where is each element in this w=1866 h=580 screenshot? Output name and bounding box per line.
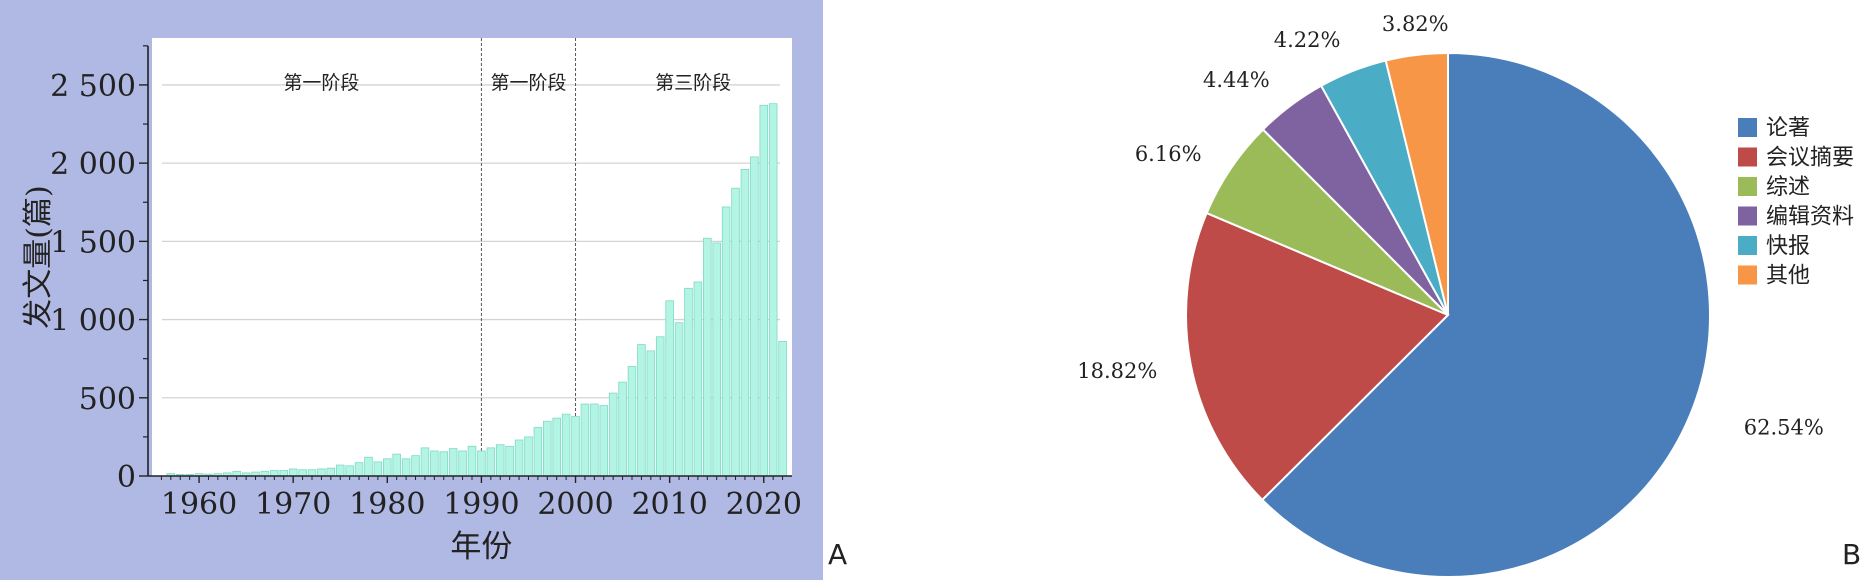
bar bbox=[721, 206, 731, 477]
bar bbox=[458, 450, 467, 477]
bar bbox=[655, 336, 665, 477]
bar bbox=[599, 405, 609, 477]
y-tick-label: 500 bbox=[79, 382, 136, 417]
pie-chart: 62.54% 18.82% 6.16% 4.44%4.22% 3.82% 论著会议摘要综述… bbox=[1077, 12, 1854, 578]
bar bbox=[401, 458, 411, 477]
legend-label: 其他 bbox=[1766, 264, 1810, 289]
pie-slice bbox=[1384, 51, 1449, 316]
bar bbox=[392, 453, 401, 477]
legend-label: 论著 bbox=[1766, 116, 1810, 141]
legend-label: 编辑资料 bbox=[1766, 205, 1854, 230]
bar bbox=[364, 456, 373, 477]
legend-label: 综述 bbox=[1766, 175, 1810, 200]
bar bbox=[317, 468, 326, 477]
bar bbox=[590, 403, 599, 477]
legend-swatch bbox=[1738, 206, 1757, 226]
bar bbox=[495, 444, 505, 477]
legend-label: 快报 bbox=[1766, 234, 1810, 259]
bar bbox=[768, 103, 778, 477]
bar bbox=[712, 242, 721, 477]
y-tick-label: 0 bbox=[117, 460, 136, 495]
x-tick-label: 1980 bbox=[349, 487, 425, 522]
bar bbox=[335, 464, 345, 477]
bar bbox=[618, 381, 627, 477]
legend-swatch bbox=[1738, 236, 1757, 255]
y-tick-label: 1 500 bbox=[50, 225, 136, 260]
stage-label: 第一阶段 bbox=[490, 72, 566, 94]
bar bbox=[674, 322, 684, 477]
legend-swatch bbox=[1738, 265, 1757, 285]
bar bbox=[627, 366, 637, 477]
legend-label: 会议摘要 bbox=[1766, 146, 1854, 171]
bar bbox=[571, 416, 580, 477]
x-tick-label: 1970 bbox=[255, 487, 331, 522]
bar bbox=[646, 350, 656, 477]
bar bbox=[693, 281, 703, 477]
bar bbox=[345, 465, 354, 477]
pie-slice bbox=[1260, 51, 1711, 578]
bar bbox=[778, 341, 787, 477]
stage-label: 第三阶段 bbox=[655, 72, 731, 94]
bar bbox=[373, 461, 383, 477]
bar bbox=[270, 470, 279, 477]
x-tick-label: 1990 bbox=[443, 487, 519, 522]
bar bbox=[430, 450, 439, 477]
stage-label: 第一阶段 bbox=[283, 72, 359, 94]
bar bbox=[524, 436, 533, 477]
bar bbox=[740, 168, 750, 477]
bar bbox=[354, 462, 364, 477]
panel-label-a: A bbox=[828, 538, 848, 571]
legend-swatch bbox=[1738, 118, 1757, 137]
y-axis-title: 发文量(篇) bbox=[21, 185, 56, 328]
bar bbox=[580, 403, 590, 477]
x-tick-label: 2010 bbox=[631, 487, 707, 522]
x-tick-label: 1960 bbox=[161, 487, 237, 522]
bar bbox=[750, 156, 759, 477]
bar bbox=[486, 447, 496, 477]
pie-data-label: 62.54% bbox=[1744, 415, 1824, 439]
pie-data-label: 4.22% bbox=[1274, 28, 1341, 52]
bar bbox=[608, 392, 618, 477]
bar bbox=[326, 467, 336, 477]
panel-label-b: B bbox=[1842, 538, 1862, 571]
bar bbox=[307, 469, 317, 477]
legend-swatch bbox=[1738, 177, 1757, 196]
x-axis-title: 年份 bbox=[450, 529, 512, 565]
y-tick-label: 2 500 bbox=[50, 69, 136, 104]
bar bbox=[637, 344, 646, 477]
y-tick-label: 1 000 bbox=[50, 304, 136, 339]
pie-data-label: 18.82% bbox=[1077, 359, 1157, 383]
bar bbox=[467, 445, 477, 477]
bar bbox=[731, 187, 740, 477]
pie-data-label: 3.82% bbox=[1382, 12, 1449, 36]
x-tick-label: 2020 bbox=[726, 487, 802, 522]
bar bbox=[383, 458, 392, 477]
bar bbox=[684, 287, 693, 477]
bar bbox=[439, 451, 449, 477]
y-tick-label: 2 000 bbox=[50, 147, 136, 182]
bar bbox=[543, 420, 552, 477]
bar bbox=[288, 468, 298, 477]
bar bbox=[533, 427, 543, 477]
legend-swatch bbox=[1738, 147, 1757, 167]
bar bbox=[411, 455, 420, 477]
bar bbox=[279, 470, 289, 477]
pie-slice bbox=[1185, 211, 1450, 502]
bar bbox=[420, 447, 430, 477]
bar bbox=[552, 417, 561, 477]
bar bbox=[514, 439, 524, 477]
bar bbox=[561, 413, 571, 477]
pie-data-label: 6.16% bbox=[1135, 142, 1202, 166]
bar bbox=[703, 237, 712, 477]
bar-chart: 0 500 1 000 1 500 2 000 2 500 1960 1970 1980 1990… bbox=[21, 38, 802, 565]
bar bbox=[448, 448, 458, 477]
bar bbox=[477, 450, 486, 477]
pie-data-label: 4.44% bbox=[1203, 68, 1270, 92]
bar bbox=[665, 300, 674, 477]
bar bbox=[298, 469, 307, 477]
bar bbox=[505, 445, 514, 477]
bar bbox=[759, 104, 769, 477]
x-tick-label: 2000 bbox=[537, 487, 613, 522]
